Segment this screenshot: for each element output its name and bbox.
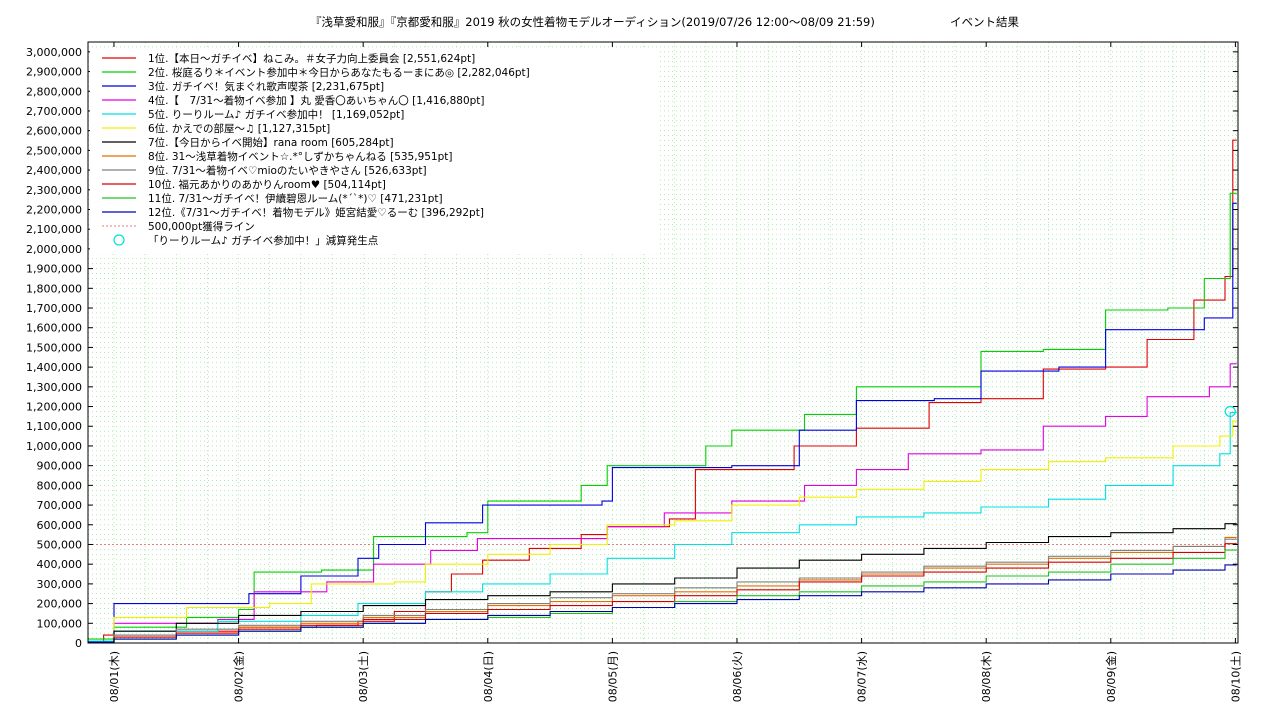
x-tick-label: 08/06(火)	[731, 651, 744, 702]
y-tick-label: 1,300,000	[26, 381, 82, 394]
legend-background	[90, 48, 660, 254]
x-tick-label: 08/01(木)	[108, 651, 121, 702]
series-line	[88, 420, 1237, 643]
y-tick-label: 2,400,000	[26, 164, 82, 177]
legend-label: 11位. 7/31～ガチイベ！伊續碧恩ルーム(*´`*)♡ [471,231pt…	[148, 192, 443, 205]
chart-title: 『浅草愛和服』『京都愛和服』2019 秋の女性着物モデルオーディション(2019…	[310, 15, 875, 29]
x-tick-label: 08/02(金)	[232, 651, 246, 702]
series-line	[88, 202, 1237, 643]
y-tick-label: 800,000	[37, 479, 83, 492]
x-tick-label: 08/04(日)	[482, 651, 495, 702]
x-tick-label: 08/03(土)	[357, 651, 370, 702]
y-tick-label: 1,800,000	[26, 282, 82, 295]
legend-label: 12位.《7/31～ガチイベ！着物モデル》姫宮結愛♡るーむ [396,292pt…	[148, 206, 484, 219]
legend-label: 4位.【 7/31～着物イベ参加 】丸 愛香〇あいちゃん〇 [1,416,880…	[148, 94, 485, 107]
legend-label: 「りーりルーム♪ ガチイベ参加中！」減算発生点	[148, 234, 378, 247]
legend-label: 1位.【本日～ガチイベ】ねこみ。＃女子力向上委員会 [2,551,624pt]	[148, 52, 475, 65]
y-tick-label: 1,400,000	[26, 361, 82, 374]
y-tick-label: 1,200,000	[26, 401, 82, 414]
series-line	[88, 523, 1237, 643]
plot-frame	[87, 41, 1239, 644]
legend-label: 500,000pt獲得ライン	[148, 220, 255, 233]
y-axis: 0 100,000 200,000 300,000 400,000 500,000 600,…	[26, 46, 1238, 650]
series-line	[88, 536, 1237, 643]
y-tick-label: 2,700,000	[26, 105, 82, 118]
y-tick-label: 400,000	[37, 558, 83, 571]
y-tick-label: 100,000	[37, 617, 83, 630]
y-tick-label: 1,700,000	[26, 302, 82, 315]
x-tick-label: 08/10(土)	[1229, 651, 1242, 702]
x-tick-label: 08/08(木)	[980, 651, 993, 702]
y-tick-label: 2,800,000	[26, 85, 82, 98]
x-tick-label: 08/07(水)	[856, 651, 869, 702]
y-tick-label: 1,000,000	[26, 440, 82, 453]
y-tick-label: 3,000,000	[26, 46, 82, 59]
legend-label: 9位. 7/31～着物イベ♡mioのたいやきやさん [526,633pt]	[148, 164, 427, 177]
y-tick-label: 2,600,000	[26, 125, 82, 138]
y-tick-label: 1,100,000	[26, 420, 82, 433]
y-tick-label: 2,900,000	[26, 66, 82, 79]
legend-label: 3位. ガチイベ！気まぐれ歌声喫茶 [2,231,675pt]	[148, 80, 384, 93]
y-tick-label: 2,200,000	[26, 203, 82, 216]
y-tick-label: 600,000	[37, 519, 83, 532]
y-tick-label: 1,500,000	[26, 341, 82, 354]
series-line	[88, 538, 1237, 643]
y-tick-label: 1,900,000	[26, 263, 82, 276]
y-tick-label: 1,600,000	[26, 322, 82, 335]
y-tick-label: 0	[75, 637, 82, 650]
y-tick-label: 2,500,000	[26, 144, 82, 157]
y-tick-label: 300,000	[37, 578, 83, 591]
legend: 1位.【本日～ガチイベ】ねこみ。＃女子力向上委員会 [2,551,624pt]2…	[90, 48, 660, 254]
x-tick-label: 08/05(月)	[606, 651, 619, 702]
series-line	[88, 412, 1237, 642]
legend-marker-swatch	[113, 234, 125, 246]
series-layer	[88, 139, 1237, 643]
x-tick-label: 08/09(金)	[1104, 651, 1118, 702]
y-tick-label: 2,100,000	[26, 223, 82, 236]
y-tick-label: 700,000	[37, 499, 83, 512]
y-tick-label: 200,000	[37, 598, 83, 611]
y-tick-label: 500,000	[37, 538, 83, 551]
x-axis: 08/01(木) 08/02(金) 08/03(土) 08/04(日) 08/05(月)…	[108, 42, 1242, 702]
legend-label: 10位. 福元あかりのあかりんroom♥ [504,114pt]	[148, 178, 386, 191]
legend-label: 6位. かえでの部屋～♫ [1,127,315pt]	[148, 122, 330, 135]
marker-point	[1224, 405, 1236, 418]
series-line	[88, 543, 1237, 643]
y-tick-label: 900,000	[37, 460, 83, 473]
legend-label: 2位. 桜庭るり＊イベント参加中＊今日からあなたもるーまにあ◎ [2,282,0…	[148, 66, 530, 79]
y-tick-label: 2,300,000	[26, 184, 82, 197]
series-line	[88, 564, 1237, 643]
series-line	[88, 363, 1237, 642]
legend-label: 5位. りーりルーム♪ ガチイベ参加中！ [1,169,052pt]	[148, 108, 404, 121]
chart-title-suffix: イベント結果	[950, 15, 1019, 29]
marker-layer	[1224, 405, 1236, 418]
legend-label: 8位. 31～浅草着物イベント☆.*°しずかちゃんねる [535,951pt]	[148, 150, 453, 163]
legend-label: 7位.【今日からイベ開始】rana room [605,284pt]	[148, 136, 394, 149]
y-tick-label: 2,000,000	[26, 243, 82, 256]
